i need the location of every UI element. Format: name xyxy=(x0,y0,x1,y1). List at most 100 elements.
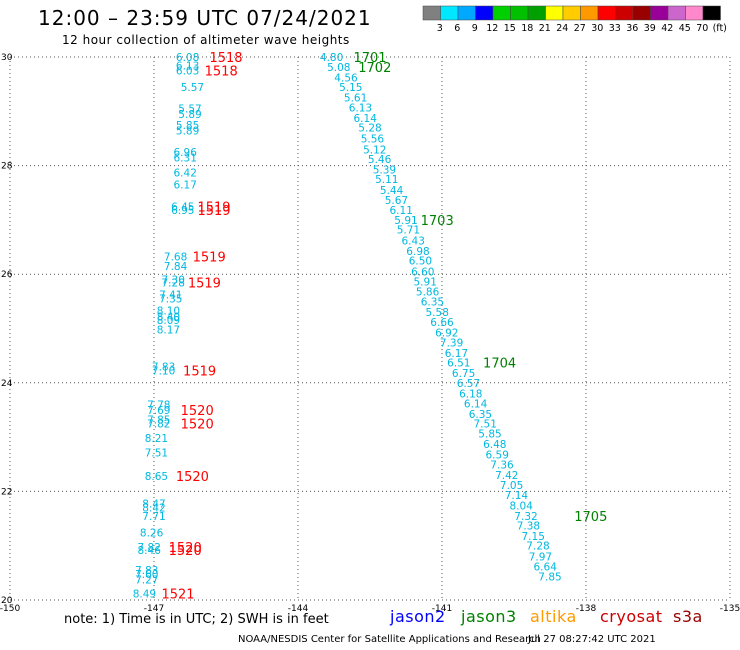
pass-number-label: 1519 xyxy=(197,200,230,215)
wave-height-value: 5.67 xyxy=(385,195,408,207)
footer-note: note: 1) Time is in UTC; 2) SWH is in fe… xyxy=(64,612,329,627)
wave-height-value: 6.31 xyxy=(174,152,197,164)
colorbar-label: 24 xyxy=(556,23,568,34)
wave-height-value: 5.85 xyxy=(176,120,199,132)
wave-height-value: 5.11 xyxy=(375,174,398,186)
wave-height-value: 6.98 xyxy=(406,246,429,258)
pass-number-label: 1518 xyxy=(205,65,238,80)
wave-height-value: 5.57 xyxy=(178,104,201,116)
pass-number-label: 1519 xyxy=(193,250,226,265)
pass-number-label: 1521 xyxy=(161,587,194,602)
wave-height-value: 5.12 xyxy=(363,144,386,156)
wave-height-value: 7.85 xyxy=(538,572,561,584)
wave-height-value: 7.14 xyxy=(505,490,529,502)
colorbar-label: 18 xyxy=(521,23,533,34)
wave-height-value: 7.15 xyxy=(522,531,545,543)
pass-number-label: 1704 xyxy=(483,357,516,372)
generation-timestamp: Jul 27 08:27:42 UTC 2021 xyxy=(528,634,656,645)
legend-s3a: s3a xyxy=(673,607,703,626)
colorbar-label: 70 xyxy=(696,23,708,34)
wave-height-value: 7.28 xyxy=(162,277,185,289)
wave-height-value: 8.17 xyxy=(157,325,180,337)
pass-number-label: 1519 xyxy=(183,364,216,379)
wave-height-value: 7.39 xyxy=(440,338,463,350)
wave-height-value: 6.35 xyxy=(421,296,444,308)
wave-height-value: 6.11 xyxy=(390,205,413,217)
pass-number-label: 1520 xyxy=(181,404,214,419)
wave-height-value: 7.82 xyxy=(147,419,170,431)
color-legend: 3 6 9 12 15 18 21 24 27 30 33 36 39 42 45 70 (ft) xyxy=(422,5,727,34)
wave-height-value: 7.60 xyxy=(135,569,158,581)
x-tick-label: -147 xyxy=(144,604,164,614)
legend-jason2: jason2 xyxy=(390,607,446,626)
wave-height-value: 5.57 xyxy=(181,82,204,94)
colorbar-label: 39 xyxy=(644,23,656,34)
colorbar-label: 15 xyxy=(504,23,516,34)
pass-number-label: 1520 xyxy=(169,541,202,556)
wave-height-value: 6.42 xyxy=(174,168,197,180)
x-tick-label: -141 xyxy=(432,604,452,614)
wave-height-value: 7.30 xyxy=(162,275,185,287)
colorbar-label: 36 xyxy=(626,23,638,34)
wave-height-value: 6.13 xyxy=(176,61,199,73)
wave-height-value: 7.82 xyxy=(138,542,161,554)
chart-title: 12:00 – 23:59 UTC 07/24/2021 xyxy=(38,6,372,30)
wave-height-value: 7.83 xyxy=(135,565,158,577)
colorbar-label: 45 xyxy=(679,23,691,34)
wave-height-value: 6.57 xyxy=(457,378,480,390)
colorbar-label: 6 xyxy=(454,23,460,34)
wave-height-value: 7.69 xyxy=(147,405,170,417)
wave-height-value: 5.91 xyxy=(394,215,417,227)
wave-height-value: 4.80 xyxy=(320,52,343,64)
wave-height-value: 6.45 xyxy=(171,201,194,213)
pass-number-label: 1702 xyxy=(358,61,391,76)
wave-height-value: 8.04 xyxy=(510,501,534,513)
wave-height-value: 7.78 xyxy=(147,400,170,412)
wave-height-value: 6.13 xyxy=(349,102,372,114)
wave-height-value: 7.68 xyxy=(164,251,187,263)
pass-number-label: 1519 xyxy=(197,204,230,219)
pass-number-label: 1520 xyxy=(181,418,214,433)
wave-height-value: 5.15 xyxy=(339,82,362,94)
colorbar-swatch xyxy=(702,5,721,21)
wave-height-value: 7.71 xyxy=(142,511,165,523)
wave-height-value: 6.64 xyxy=(534,561,558,573)
wave-height-value: 6.03 xyxy=(176,66,199,78)
wave-height-value: 5.28 xyxy=(358,123,381,135)
wave-height-value: 7.32 xyxy=(514,511,537,523)
wave-height-value: 6.75 xyxy=(452,368,475,380)
colorbar-label: 42 xyxy=(661,23,673,34)
colorbar-label: 27 xyxy=(574,23,586,34)
wave-height-value: 7.42 xyxy=(495,470,518,482)
wave-height-value: 6.35 xyxy=(469,409,492,421)
wave-height-value: 6.43 xyxy=(402,236,425,248)
wave-height-value: 7.36 xyxy=(490,459,514,471)
y-tick-label: 28 xyxy=(1,162,13,172)
pass-number-label: 1519 xyxy=(188,276,221,291)
wave-height-value: 8.65 xyxy=(145,471,168,483)
wave-height-value: 5.91 xyxy=(414,276,437,288)
wave-height-value: 8.09 xyxy=(157,315,180,327)
wave-height-value: 7.51 xyxy=(474,419,497,431)
wave-height-value: 5.89 xyxy=(178,109,201,121)
wave-height-value: 5.44 xyxy=(380,185,404,197)
wave-height-value: 6.17 xyxy=(174,180,197,192)
colorbar-label: 33 xyxy=(609,23,621,34)
wave-height-value: 6.48 xyxy=(483,439,506,451)
pass-number-label: 1518 xyxy=(209,51,242,66)
colorbar-label: (ft) xyxy=(713,23,727,34)
colorbar-label: 3 xyxy=(437,23,443,34)
colorbar-label: 12 xyxy=(486,23,498,34)
colorbar-label: 30 xyxy=(591,23,603,34)
wave-height-value: 6.95 xyxy=(171,205,194,217)
wave-height-value: 5.85 xyxy=(478,428,501,440)
pass-number-label: 1520 xyxy=(176,470,209,485)
pass-number-label: 1701 xyxy=(353,51,386,66)
wave-height-value: 6.08 xyxy=(176,52,199,64)
wave-height-value: 5.89 xyxy=(176,125,199,137)
y-tick-label: 20 xyxy=(1,596,13,606)
x-tick-label: -144 xyxy=(288,604,309,614)
wave-height-value: 6.59 xyxy=(486,449,509,461)
wave-height-value: 7.85 xyxy=(147,415,170,427)
wave-height-value: 8.10 xyxy=(157,306,180,318)
